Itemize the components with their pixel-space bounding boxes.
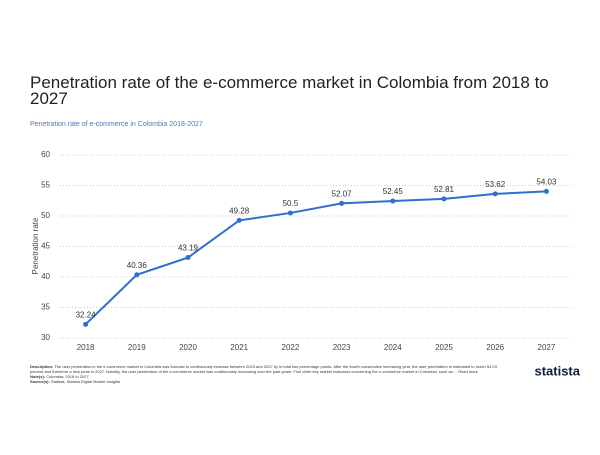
x-tick-label: 2022 bbox=[282, 343, 300, 352]
logo: statista bbox=[534, 363, 580, 378]
y-tick-label: 50 bbox=[41, 211, 50, 220]
y-tick-label: 40 bbox=[41, 272, 50, 281]
x-tick-label: 2025 bbox=[435, 343, 453, 352]
value-label: 52.45 bbox=[383, 187, 404, 196]
value-label: 32.24 bbox=[76, 310, 97, 319]
value-label: 52.07 bbox=[332, 189, 353, 198]
point bbox=[441, 196, 447, 202]
x-tick-label: 2019 bbox=[128, 343, 146, 352]
value-label: 54.03 bbox=[536, 178, 557, 187]
point bbox=[134, 272, 140, 278]
point bbox=[83, 321, 89, 327]
sources-text: Statista; Statista Digital Market Insigh… bbox=[50, 379, 121, 384]
sources-label: Source(s): bbox=[30, 379, 50, 384]
point bbox=[236, 217, 242, 223]
x-tick-label: 2020 bbox=[179, 343, 197, 352]
chart-title: Penetration rate of the e-commerce marke… bbox=[30, 73, 549, 108]
notes: Note(s): Colombia; 2018 to 2027 bbox=[30, 374, 500, 379]
line bbox=[84, 190, 547, 326]
notes-label: Note(s): bbox=[30, 374, 46, 379]
x-tick-label: 2023 bbox=[333, 343, 351, 352]
point bbox=[287, 210, 293, 216]
value-label: 40.36 bbox=[127, 261, 148, 270]
y-tick-label: 55 bbox=[41, 181, 50, 190]
value-label: 49.28 bbox=[229, 207, 250, 216]
point bbox=[543, 188, 549, 194]
y-tick-label: 60 bbox=[41, 150, 50, 159]
description: Description: The user penetration in the… bbox=[30, 364, 500, 374]
point bbox=[339, 200, 345, 206]
value-label: 50.5 bbox=[283, 199, 299, 208]
y-axis-label: Penetration rate bbox=[31, 217, 40, 274]
chart-subtitle: Penetration rate of e-commerce in Colomb… bbox=[30, 121, 203, 128]
sources: Source(s): Statista; Statista Digital Ma… bbox=[30, 379, 500, 384]
x-tick-label: 2026 bbox=[486, 343, 504, 352]
description-text: The user penetration in the e-commerce m… bbox=[30, 364, 497, 374]
y-tick-label: 30 bbox=[41, 333, 50, 342]
x-tick-label: 2018 bbox=[77, 343, 95, 352]
footer: Description: The user penetration in the… bbox=[30, 364, 500, 384]
point bbox=[185, 255, 191, 261]
y-tick-label: 45 bbox=[41, 242, 50, 251]
point bbox=[390, 198, 396, 204]
value-label: 53.62 bbox=[485, 180, 506, 189]
description-label: Description: bbox=[30, 364, 54, 369]
x-tick-label: 2027 bbox=[538, 343, 556, 352]
x-tick-label: 2024 bbox=[384, 343, 402, 352]
value-label: 43.19 bbox=[178, 244, 199, 253]
notes-text: Colombia; 2018 to 2027 bbox=[46, 374, 89, 379]
y-tick-label: 35 bbox=[41, 303, 50, 312]
point bbox=[492, 191, 498, 197]
value-label: 52.81 bbox=[434, 185, 455, 194]
x-tick-label: 2021 bbox=[230, 343, 248, 352]
